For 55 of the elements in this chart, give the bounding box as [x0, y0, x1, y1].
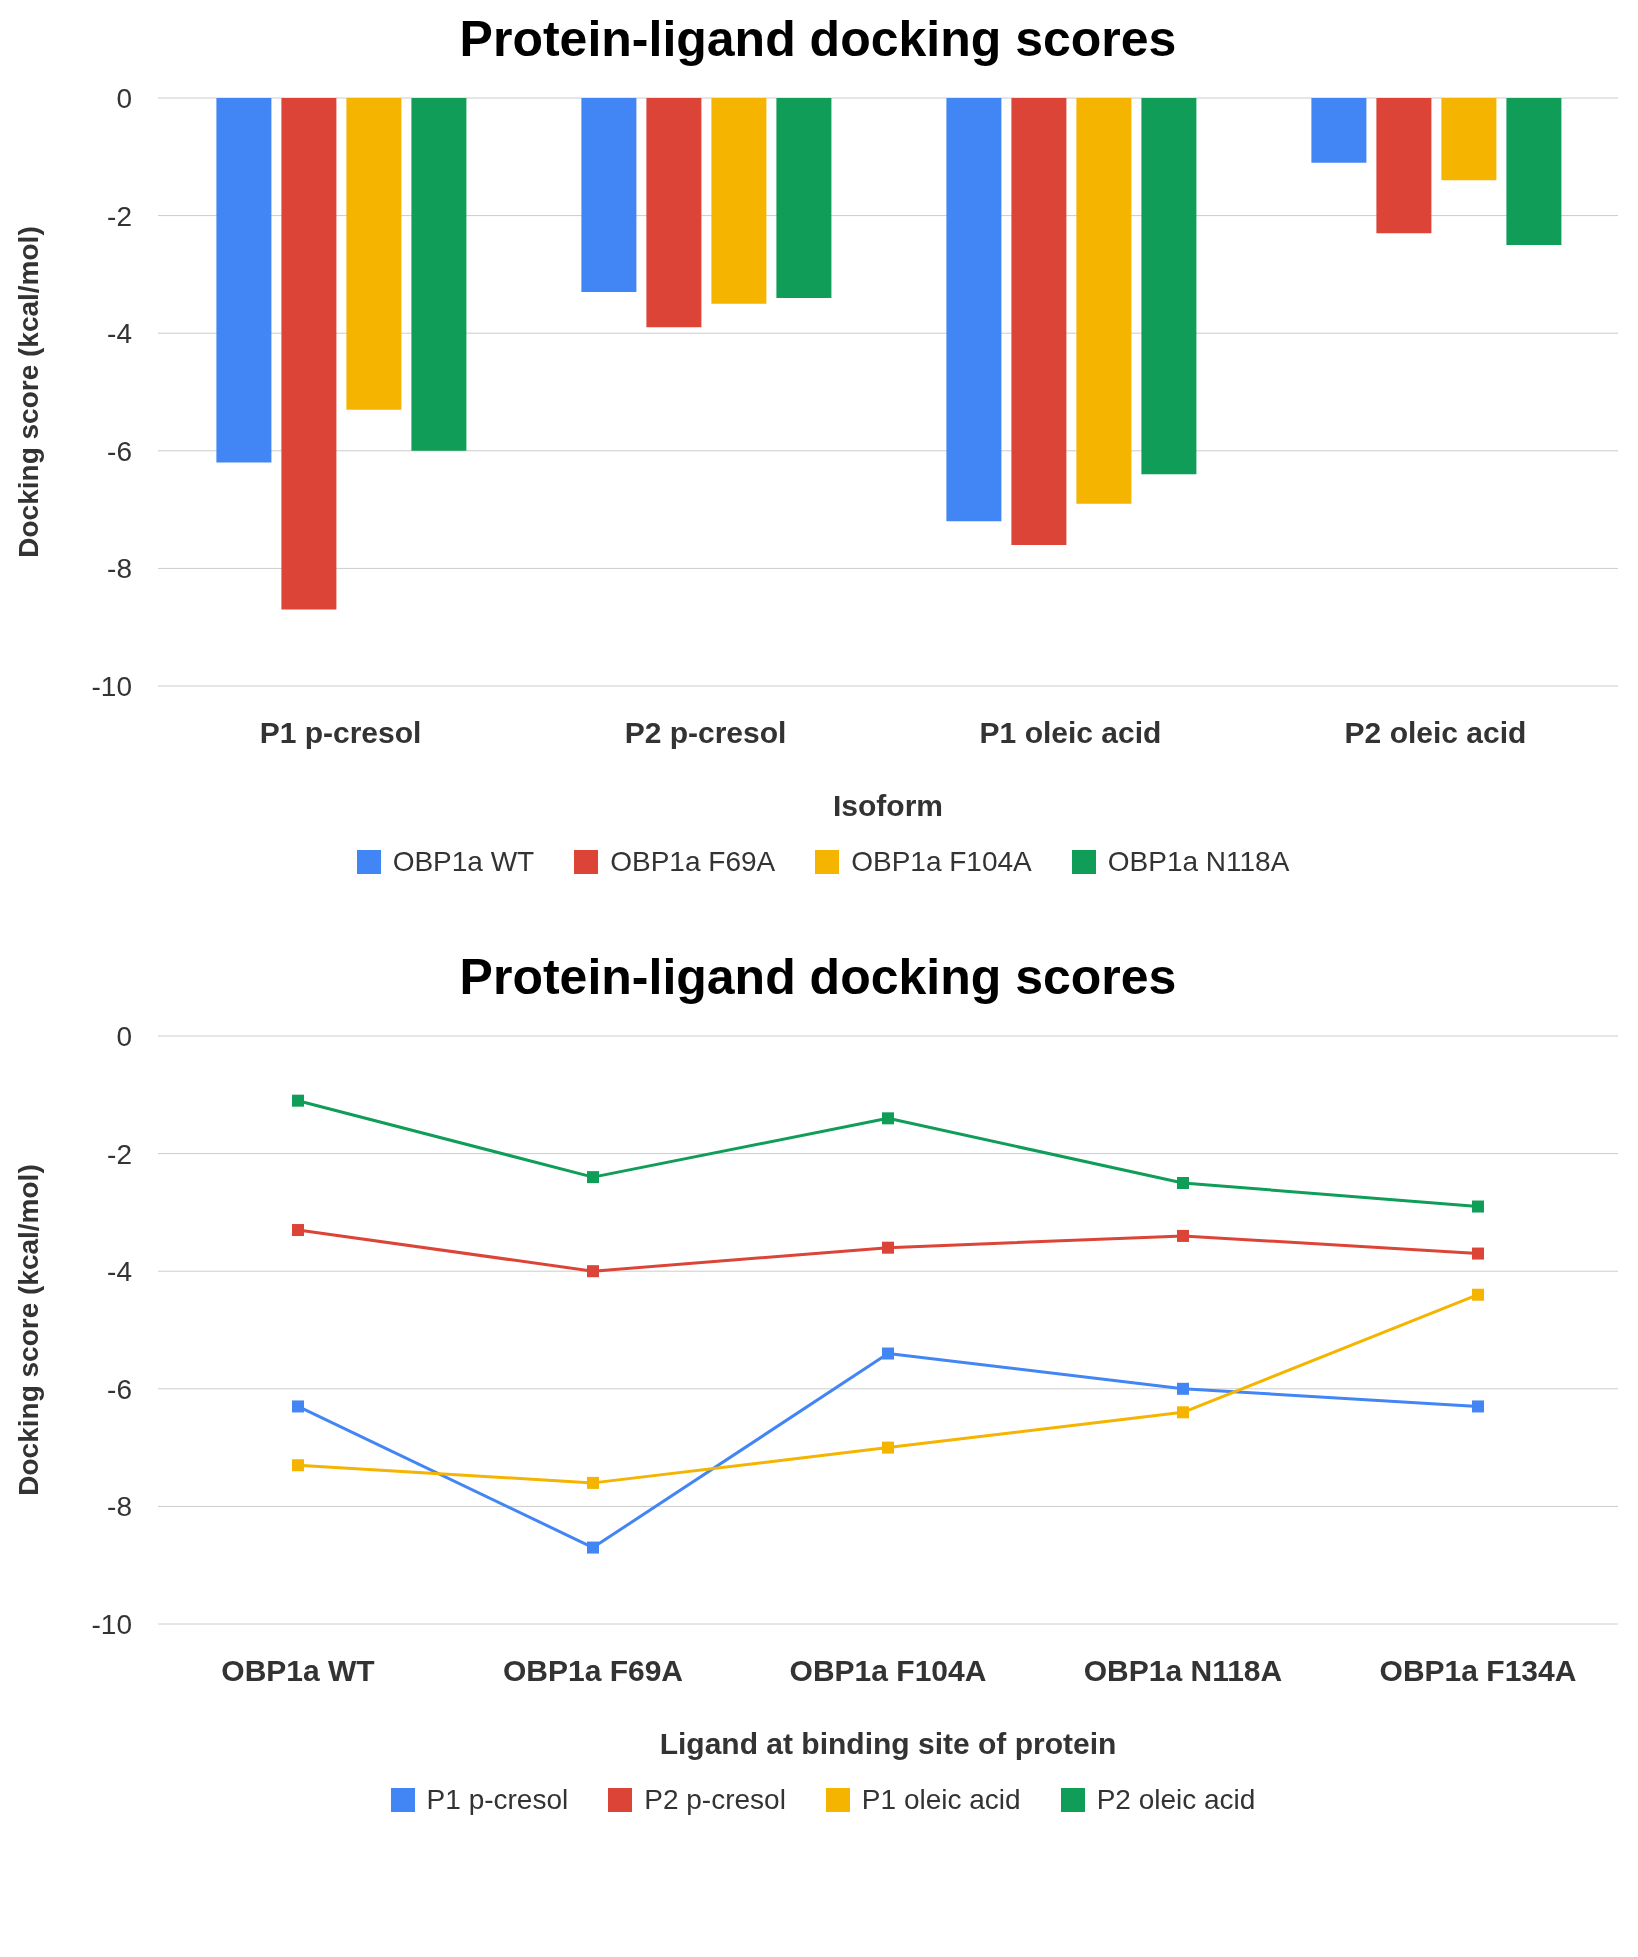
x-tick-label: OBP1a F104A — [789, 1654, 987, 1688]
legend-label: OBP1a F104A — [851, 846, 1032, 878]
x-axis-title: Ligand at binding site of protein — [659, 1727, 1117, 1760]
y-tick-label: -4 — [107, 1256, 132, 1288]
x-tick-label: OBP1a F134A — [1379, 1654, 1577, 1688]
y-tick-label: -2 — [107, 200, 132, 232]
legend-label: P1 p-cresol — [426, 1784, 569, 1816]
y-tick-label: -4 — [107, 318, 132, 350]
legend-label: P2 oleic acid — [1096, 1784, 1256, 1816]
point — [1472, 1200, 1484, 1213]
y-axis-title: Docking score (kcal/mol) — [12, 1164, 44, 1496]
y-tick-label: 0 — [116, 82, 132, 114]
point — [882, 1112, 894, 1125]
point — [587, 1476, 599, 1489]
legend-label: OBP1a N118A — [1107, 846, 1290, 878]
x-tick-label: P1 p-cresol — [259, 716, 422, 750]
x-tick-label: P2 p-cresol — [624, 716, 787, 750]
y-tick-label: -8 — [107, 553, 132, 585]
y-tick-label: -6 — [107, 1373, 132, 1405]
y-tick-label: -8 — [107, 1491, 132, 1523]
x-axis-title: Isoform — [832, 789, 944, 822]
point — [292, 1400, 304, 1413]
legend-label: OBP1a WT — [392, 846, 535, 878]
x-tick-label: P1 oleic acid — [979, 716, 1162, 750]
point — [292, 1224, 304, 1237]
legend-label: P1 oleic acid — [861, 1784, 1021, 1816]
point — [587, 1265, 599, 1278]
point — [1177, 1177, 1189, 1189]
legend-label: OBP1a F69A — [610, 846, 776, 878]
chart-title: Protein-ligand docking scores — [458, 948, 1178, 1006]
point — [1472, 1288, 1484, 1301]
point — [1177, 1382, 1189, 1395]
x-tick-label: OBP1a F69A — [502, 1654, 684, 1688]
y-tick-label: -2 — [107, 1138, 132, 1170]
point — [292, 1459, 304, 1472]
point — [292, 1094, 304, 1107]
point — [882, 1347, 894, 1360]
y-tick-label: 0 — [116, 1020, 132, 1052]
point — [1472, 1400, 1484, 1413]
y-tick-label: -10 — [91, 670, 132, 702]
point — [882, 1241, 894, 1254]
point — [882, 1441, 894, 1454]
point — [1472, 1247, 1484, 1260]
point — [587, 1541, 599, 1554]
x-tick-label: OBP1a WT — [221, 1654, 375, 1688]
x-tick-label: P2 oleic acid — [1344, 716, 1527, 750]
y-axis-title: Docking score (kcal/mol) — [12, 226, 44, 558]
chart-title: Protein-ligand docking scores — [458, 10, 1178, 68]
y-tick-label: -6 — [107, 435, 132, 467]
y-tick-label: -10 — [91, 1608, 132, 1640]
point — [1177, 1229, 1189, 1242]
point — [1177, 1406, 1189, 1419]
x-tick-label: OBP1a N118A — [1083, 1654, 1283, 1688]
legend-label: P2 p-cresol — [644, 1784, 786, 1816]
point — [587, 1171, 599, 1184]
